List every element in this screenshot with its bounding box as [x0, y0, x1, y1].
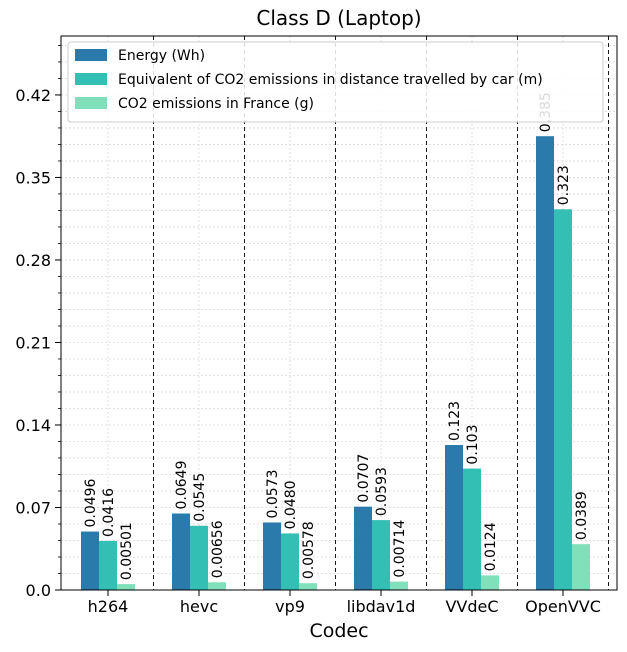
x-tick-label: vp9 [275, 597, 305, 616]
x-tick-label: libdav1d [347, 597, 416, 616]
x-tick-label: h264 [88, 597, 129, 616]
x-tick-label: hevc [180, 597, 218, 616]
bar [208, 582, 226, 590]
data-label: 0.00578 [301, 521, 317, 579]
data-label: 0.00656 [210, 520, 226, 578]
x-axis-label: Codec [309, 620, 368, 642]
bar [390, 581, 408, 590]
bar [117, 584, 135, 590]
bar [481, 575, 499, 590]
bar [554, 209, 572, 590]
legend-box [67, 41, 604, 123]
bar [281, 533, 299, 590]
legend: Energy (Wh) Equivalent of CO2 emissions i… [67, 41, 604, 123]
bars [81, 136, 590, 591]
y-tick-label: 0.0 [26, 581, 51, 600]
bar [445, 445, 463, 590]
data-label: 0.0707 [356, 454, 372, 503]
bar [572, 544, 590, 590]
y-tick-label: 0.21 [15, 333, 51, 352]
data-label: 0.0480 [283, 480, 299, 529]
bar [99, 540, 117, 590]
data-label: 0.0545 [192, 473, 208, 522]
y-axis: 0.0 0.07 0.14 0.21 0.28 0.35 0.42 [15, 45, 61, 600]
legend-swatch [75, 97, 107, 109]
data-label: 0.0416 [101, 488, 117, 537]
legend-swatch [75, 73, 107, 85]
data-label: 0.0389 [574, 491, 590, 540]
category-separators [153, 36, 609, 590]
chart-title: Class D (Laptop) [256, 6, 421, 30]
legend-swatch [75, 49, 107, 61]
data-label: 0.00714 [392, 520, 408, 578]
data-label: 0.0593 [374, 467, 390, 516]
data-label: 0.0649 [174, 461, 190, 510]
bar [81, 531, 99, 590]
legend-entry: Energy (Wh) [118, 48, 205, 64]
bar [263, 522, 281, 590]
data-label: 0.0573 [265, 469, 281, 518]
bar [172, 513, 190, 590]
data-label: 0.0496 [83, 478, 99, 527]
bar [372, 520, 390, 590]
legend-entry: Equivalent of CO2 emissions in distance … [118, 72, 543, 88]
data-label: 0.123 [447, 401, 463, 441]
bar [354, 506, 372, 590]
x-tick-label: OpenVVC [525, 597, 601, 616]
data-label: 0.00501 [119, 522, 135, 580]
data-label: 0.103 [465, 424, 481, 464]
x-tick-label: VVdeC [445, 597, 498, 616]
bar [299, 583, 317, 590]
bar [536, 136, 554, 591]
plot-frame [60, 35, 618, 591]
legend-entry: CO2 emissions in France (g) [118, 96, 314, 112]
y-tick-label: 0.14 [15, 416, 51, 435]
bar [463, 468, 481, 590]
data-label: 0.0124 [483, 522, 499, 571]
x-axis: h264 hevc vp9 libdav1d VVdeC OpenVVC [88, 590, 601, 616]
y-tick-label: 0.42 [15, 86, 51, 105]
y-tick-label: 0.07 [15, 498, 51, 517]
y-tick-label: 0.28 [15, 251, 51, 270]
bar [190, 525, 208, 590]
data-label: 0.323 [556, 165, 572, 205]
y-tick-label: 0.35 [15, 168, 51, 187]
data-labels: 0.04960.06490.05730.07070.1230.3850.0416… [83, 92, 590, 580]
